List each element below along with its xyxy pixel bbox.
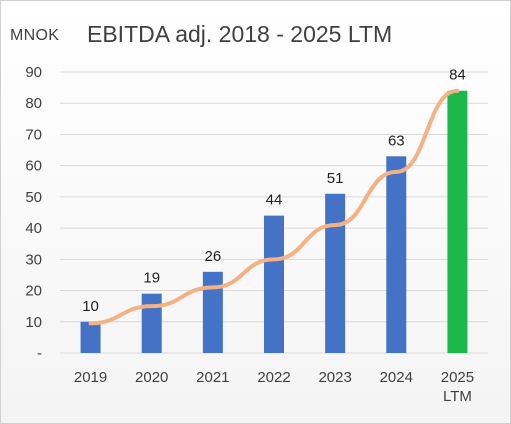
x-tick-label: 2019 [74, 369, 107, 386]
bars [80, 90, 468, 353]
data-labels: 10 19 26 44 51 63 84 [82, 67, 466, 315]
y-axis-ticks: - 10 20 30 40 50 60 70 80 90 [25, 64, 42, 362]
data-label: 51 [327, 170, 344, 187]
y-tick-label: 30 [25, 251, 42, 268]
bar [325, 193, 346, 353]
x-tick-label: LTM [443, 388, 472, 405]
bar [447, 90, 468, 353]
bar [202, 271, 223, 353]
x-tick-label: 2021 [196, 369, 229, 386]
unit-label: MNOK [10, 27, 60, 44]
y-tick-label: 70 [25, 126, 42, 143]
data-label: 63 [388, 132, 405, 149]
data-label: 44 [266, 192, 283, 209]
y-tick-label: 90 [25, 64, 42, 81]
y-tick-label: - [37, 345, 42, 362]
bar [80, 321, 101, 353]
x-tick-label: 2023 [318, 369, 351, 386]
data-label: 19 [143, 270, 160, 287]
trend-line [88, 88, 460, 326]
bar [141, 293, 162, 353]
y-tick-label: 20 [25, 283, 42, 300]
bar [386, 156, 407, 353]
x-tick-label: 2020 [135, 369, 168, 386]
x-tick-label: 2025 [441, 369, 474, 386]
bar [264, 215, 284, 353]
x-axis-ticks: 2019 2020 2021 2022 2023 2024 2025 LTM [74, 369, 474, 405]
data-label: 10 [82, 298, 99, 315]
trend-line-group [88, 88, 460, 326]
data-label: 26 [205, 248, 222, 265]
x-tick-label: 2022 [257, 369, 290, 386]
x-tick-label: 2024 [380, 369, 413, 386]
y-tick-label: 10 [25, 314, 42, 331]
chart-title: EBITDA adj. 2018 - 2025 LTM [87, 21, 393, 47]
data-label: 84 [449, 67, 466, 84]
y-tick-label: 40 [25, 220, 42, 237]
y-tick-label: 50 [25, 189, 42, 206]
y-tick-label: 80 [25, 95, 42, 112]
y-tick-label: 60 [25, 158, 42, 175]
